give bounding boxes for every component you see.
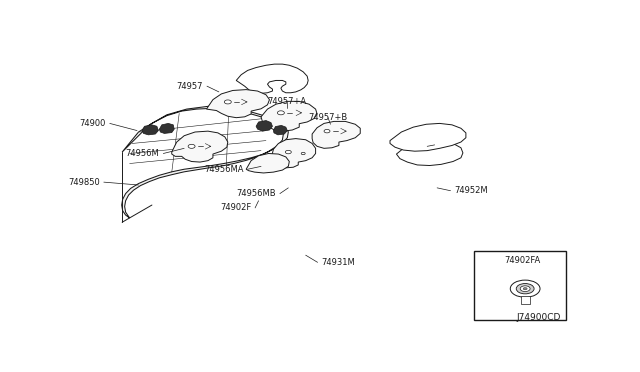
Text: 74957: 74957: [177, 82, 203, 91]
Text: 74957+A: 74957+A: [268, 97, 307, 106]
Circle shape: [520, 286, 530, 292]
Circle shape: [301, 153, 305, 155]
Circle shape: [510, 280, 540, 297]
Text: 74952M: 74952M: [454, 186, 488, 195]
Polygon shape: [207, 90, 269, 118]
Circle shape: [225, 100, 231, 104]
Text: 74902FA: 74902FA: [504, 256, 541, 265]
Polygon shape: [256, 121, 273, 131]
Circle shape: [324, 129, 330, 133]
Polygon shape: [271, 139, 316, 168]
Polygon shape: [312, 121, 360, 148]
Polygon shape: [142, 125, 158, 135]
Text: 74931M: 74931M: [321, 258, 355, 267]
Polygon shape: [236, 64, 308, 93]
Text: 74957+B: 74957+B: [308, 113, 348, 122]
Polygon shape: [246, 154, 289, 173]
Circle shape: [516, 283, 534, 294]
Polygon shape: [390, 124, 466, 151]
Text: 749850: 749850: [68, 178, 100, 187]
Bar: [521, 296, 530, 304]
Text: 74956M: 74956M: [125, 149, 159, 158]
Polygon shape: [396, 141, 463, 166]
Text: 74956MA: 74956MA: [204, 165, 244, 174]
Polygon shape: [122, 106, 288, 218]
Polygon shape: [273, 125, 287, 135]
Circle shape: [523, 288, 527, 290]
Bar: [474, 251, 566, 320]
Polygon shape: [261, 101, 317, 131]
Circle shape: [277, 111, 284, 115]
Circle shape: [188, 144, 195, 148]
Polygon shape: [172, 131, 228, 162]
Polygon shape: [159, 124, 174, 134]
Text: 74902F: 74902F: [220, 203, 251, 212]
Circle shape: [285, 150, 291, 154]
Text: 74956MB: 74956MB: [236, 189, 276, 198]
Text: 74900: 74900: [79, 119, 106, 128]
Text: J74900CD: J74900CD: [516, 314, 561, 323]
